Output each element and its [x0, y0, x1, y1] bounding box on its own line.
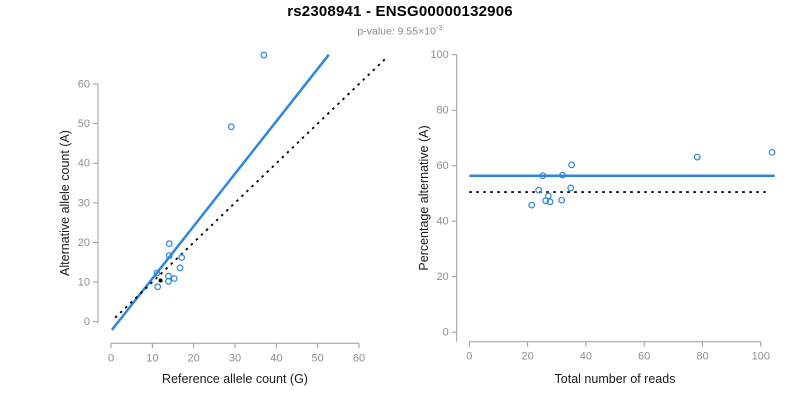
data-point: [559, 171, 566, 179]
x-tick-label: 40: [270, 352, 282, 364]
pvalue-mantissa: 9.55: [397, 25, 419, 38]
data-point: [535, 186, 543, 194]
data-point: [154, 283, 162, 291]
data-point: [165, 240, 173, 248]
data-point: [165, 277, 172, 285]
figure-subtitle: p-value: 9.55×10-3: [0, 23, 800, 38]
x-tick-label: 20: [521, 351, 533, 363]
y-tick-label: 40: [436, 216, 448, 228]
highlight-data-point: [158, 278, 163, 283]
x-tick-label: 0: [108, 352, 114, 364]
panel-percentage-scatter: 0 20 40 60 80 100 0 20 40 60 80 100 Total number of …: [417, 49, 776, 386]
pvalue-exponent: -3: [435, 23, 443, 32]
data-point: [568, 161, 576, 169]
y-tick-label: 20: [436, 271, 448, 283]
y-tick-label: 10: [78, 277, 90, 289]
data-point: [227, 123, 235, 131]
y-tick-label: 80: [436, 105, 448, 117]
y-axis-title: Percentage alternative (A): [417, 125, 431, 270]
panel-allele-counts-scatter: 0 10 20 30 40 50 60 0 10 20 30 40 50 60 Reference alle…: [58, 51, 389, 386]
x-tick-label: 60: [353, 352, 365, 364]
x-tick-label: 100: [752, 351, 770, 363]
x-tick-label: 0: [466, 351, 472, 363]
x-tick-label: 20: [188, 352, 200, 364]
y-tick-label: 60: [436, 160, 448, 172]
x-axis-title: Total number of reads: [555, 372, 676, 386]
data-point: [260, 51, 268, 59]
x-tick-label: 50: [312, 352, 324, 364]
y-tick-label: 60: [78, 78, 90, 90]
y-tick-label: 30: [78, 197, 90, 209]
data-point: [170, 275, 178, 282]
pvalue-label: p-value:: [357, 25, 398, 38]
data-point: [176, 264, 184, 272]
x-tick-label: 40: [580, 351, 592, 363]
y-axis-title: Alternative allele count (A): [58, 130, 72, 276]
x-tick-label: 60: [638, 351, 650, 363]
pvalue-base: ×10: [418, 25, 436, 38]
y-tick-label: 0: [84, 316, 90, 328]
y-tick-label: 50: [78, 118, 90, 130]
data-point: [165, 252, 173, 259]
regression-line: [110, 53, 330, 331]
y-tick-label: 0: [443, 327, 449, 339]
data-point: [528, 201, 536, 209]
data-point: [693, 153, 701, 161]
identity-line: [114, 55, 389, 319]
data-point: [558, 196, 566, 204]
data-point: [567, 184, 575, 192]
x-tick-label: 10: [146, 352, 158, 364]
data-point: [178, 254, 186, 261]
y-tick-label: 20: [78, 237, 90, 249]
data-point: [768, 148, 776, 156]
data-point: [153, 269, 161, 277]
data-point: [539, 172, 547, 180]
x-tick-label: 30: [229, 352, 241, 364]
data-point: [546, 198, 554, 206]
y-tick-label: 40: [78, 158, 90, 170]
data-point: [542, 197, 550, 205]
x-axis-title: Reference allele count (G): [162, 372, 308, 386]
x-tick-label: 80: [696, 351, 708, 363]
y-tick-label: 100: [430, 49, 448, 61]
figure-title: rs2308941 - ENSG00000132906: [287, 3, 513, 20]
